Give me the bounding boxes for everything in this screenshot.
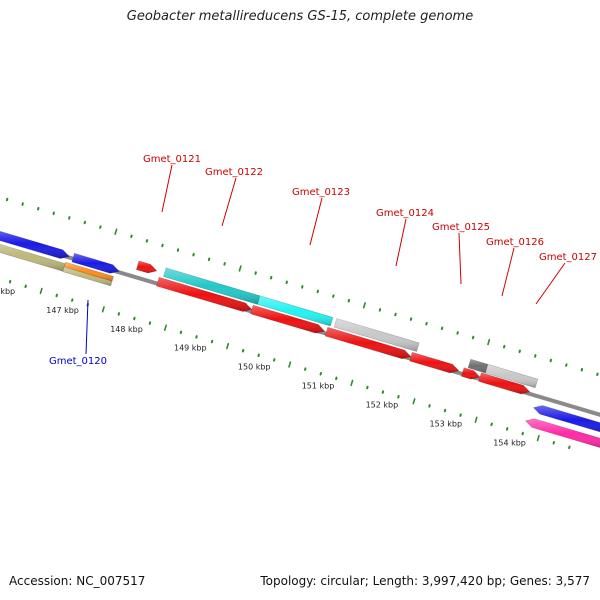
feature-magenta-right [524,418,600,448]
feature-red-gmet-0123-shading [250,305,325,334]
gene-leader-line [535,262,566,305]
gene-label: Gmet_0120 [49,356,107,367]
feature-blue-left-2-shading [71,253,120,274]
gene-label: Gmet_0127 [539,252,597,263]
feature-fwd-gmet-0121-shading [136,260,157,273]
position-tick-label: 149 kbp [174,344,207,353]
feature-orange-gmet-0120-shading [64,262,114,282]
features-layer [0,230,600,448]
position-tick-label: 151 kbp [302,382,335,391]
feature-red-gmet-0127 [478,372,531,395]
gene-label: Gmet_0122 [205,167,263,178]
feature-red-gmet-0127-shading [478,372,530,394]
feature-fwd-gmet-0124 [333,318,420,352]
gene-label: Gmet_0124 [376,208,434,219]
feature-red-gmet-0125-shading [409,352,459,373]
position-tick-label: 147 kbp [46,306,79,315]
gene-leader-line [161,164,173,213]
feature-red-gmet-0123 [250,304,326,334]
gene-label: Gmet_0121 [143,154,201,165]
accession-text: Accession: NC_007517 [9,574,146,588]
feature-fwd-gmet-0122-shading [163,267,260,305]
upper-ruler-major-tick [487,338,491,346]
feature-fwd-gmet-0127 [485,363,539,389]
genome-summary-text: Topology: circular; Length: 3,997,420 bp… [260,574,590,588]
feature-fwd-gmet-0126-shading [468,359,488,373]
feature-red-gmet-0126-shading [461,367,480,380]
lower-ruler-major-tick [163,324,167,331]
lower-ruler-major-tick [412,398,416,405]
position-tick-label: 153 kbp [429,419,462,428]
feature-blue-left-1 [0,230,70,259]
feature-red-gmet-0122-shading [156,277,252,312]
feature-blue-left-2 [71,252,120,274]
gene-leader-line [221,177,237,227]
feature-olive-left-shading [0,244,66,272]
lower-ruler-major-tick [474,416,478,423]
feature-blue-left-1-shading [0,231,70,259]
gene-leader-line [501,247,515,297]
feature-olive-gmet-0120-shading [62,266,113,286]
feature-fwd-gmet-0127-shading [485,364,538,388]
lower-ruler-major-tick [288,361,292,368]
lower-ruler-major-tick [39,287,43,295]
gene-leader-line [395,218,407,267]
feature-red-gmet-0124-shading [325,327,411,359]
feature-olive-gmet-0120 [62,266,113,287]
feature-red-gmet-0125 [409,351,460,374]
lower-ruler-major-tick [226,342,230,350]
feature-red-gmet-0124 [324,326,412,360]
gene-label: Gmet_0126 [486,237,544,248]
lower-ruler-major-tick [536,434,540,442]
position-tick-label: 152 kbp [366,401,399,410]
gene-leader-line [458,232,462,285]
feature-fwd-gmet-0124-shading [334,318,420,352]
ticks-layer [5,197,599,450]
gene-leader-line [85,299,89,355]
feature-magenta-right-shading [525,418,600,448]
gene-leader-line [309,197,323,246]
position-tick-label: 150 kbp [238,363,271,372]
lower-ruler-major-tick [350,379,354,387]
lower-ruler-major-tick [101,306,105,313]
labels-layer: 146 kbp 147 kbp 148 kbp 149 kbp 150 kbp 151 k… [0,154,597,447]
map-title: Geobacter metallireducens GS-15, complet… [126,9,474,24]
feature-blue-right [532,405,600,433]
feature-fwd-gmet-0121 [136,260,158,274]
position-tick-label: 154 kbp [493,438,526,447]
position-tick-label: 146 kbp [0,287,15,296]
gene-label: Gmet_0125 [432,222,490,233]
feature-fwd-gmet-0123-shading [257,295,333,326]
gene-label: Gmet_0123 [292,187,350,198]
feature-red-gmet-0122 [156,276,253,312]
feature-blue-right-shading [533,405,600,432]
upper-ruler-major-tick [114,228,118,235]
upper-ruler-major-tick [238,265,242,272]
position-tick-label: 148 kbp [110,325,143,334]
upper-ruler-major-tick [362,302,366,309]
feature-fwd-gmet-0123 [257,295,334,327]
feature-red-gmet-0126 [461,367,481,380]
